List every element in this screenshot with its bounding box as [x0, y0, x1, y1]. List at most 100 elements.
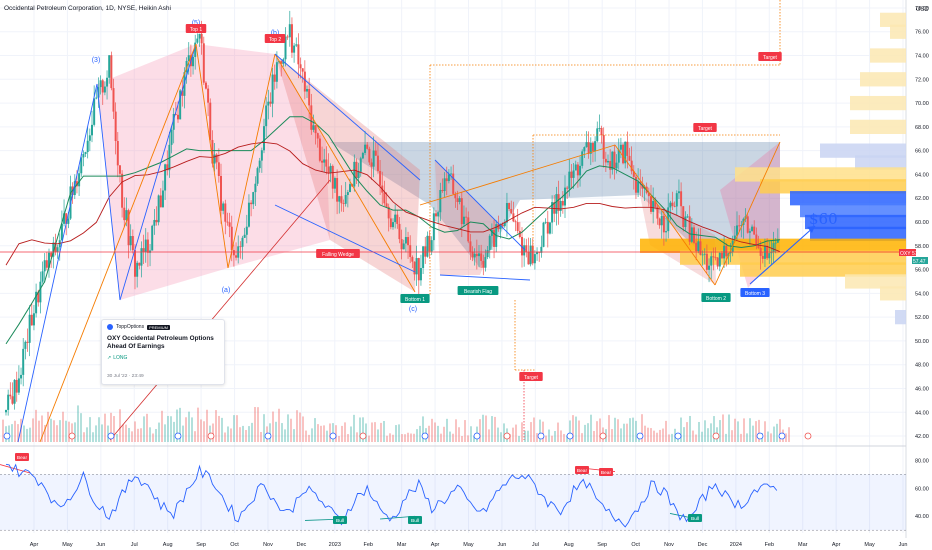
- candle-body: [568, 171, 571, 189]
- idea-date: 30 Jul '22 · 23:49: [107, 374, 144, 379]
- candle-body: [662, 216, 665, 233]
- time-tick-label: Oct: [631, 542, 640, 548]
- candle-body: [566, 187, 569, 189]
- volume-bar: [89, 417, 91, 442]
- candle-body: [630, 160, 633, 172]
- volume-bar: [323, 425, 325, 442]
- candle-body: [740, 224, 743, 226]
- candle-body: [587, 142, 590, 154]
- volume-bar: [608, 415, 610, 442]
- candle-body: [561, 200, 564, 206]
- idea-card[interactable]: ToppOptions PREMIUM OXY Occidental Petro…: [101, 319, 225, 385]
- candle-body: [26, 341, 29, 343]
- candle-body: [166, 164, 169, 171]
- volume-bar: [650, 428, 652, 442]
- candle-body: [761, 255, 764, 259]
- candle-body: [140, 248, 143, 266]
- time-tick-label: May: [864, 542, 875, 548]
- price-tick-label: 72.00: [915, 77, 929, 83]
- candle-body: [28, 314, 31, 343]
- ticker-price2-tag: [912, 257, 928, 264]
- candle-body: [751, 226, 754, 232]
- candle-body: [548, 222, 551, 234]
- volume-bar: [725, 433, 727, 442]
- volume-bar: [212, 423, 214, 442]
- time-tick-label: 2023: [329, 542, 341, 548]
- time-tick-label: Jun: [96, 542, 105, 548]
- candle-body: [396, 214, 399, 224]
- candle-body: [637, 181, 640, 193]
- candle-body: [757, 245, 760, 249]
- volume-bar: [575, 416, 577, 442]
- volume-bar: [188, 411, 190, 442]
- candle-body: [770, 251, 773, 254]
- price-tick-label: 58.00: [915, 244, 929, 250]
- volume-bar: [119, 409, 121, 442]
- candle-body: [564, 187, 566, 206]
- candle-body: [540, 246, 543, 253]
- candle-body: [671, 202, 674, 206]
- candle-body: [209, 102, 212, 140]
- volume-bar: [110, 412, 112, 442]
- candle-body: [413, 261, 416, 275]
- candle-body: [48, 252, 50, 268]
- candle-body: [536, 251, 539, 255]
- volume-bar: [290, 418, 292, 442]
- volume-bar: [335, 425, 337, 442]
- idea-title[interactable]: OXY Occidental Petroleum Options Ahead O…: [107, 335, 214, 350]
- candle-body: [428, 235, 431, 252]
- pattern-tag-label: Target: [524, 375, 539, 381]
- volume-bar: [359, 417, 361, 442]
- candle-body: [686, 216, 689, 218]
- time-tick-label: 2024: [730, 542, 742, 548]
- volume-bar: [125, 424, 127, 442]
- candle-body: [714, 257, 717, 259]
- volume-bar: [179, 407, 181, 442]
- volume-bar: [101, 424, 103, 442]
- candle-body: [542, 222, 545, 247]
- time-tick-label: Dec: [296, 542, 306, 548]
- pattern-tag: [693, 123, 717, 132]
- candle-body: [125, 210, 128, 221]
- candle-body: [260, 150, 263, 161]
- candle-body: [93, 98, 96, 125]
- time-tick-label: Sep: [196, 542, 206, 548]
- volume-bar: [320, 425, 322, 442]
- time-tick-label: May: [463, 542, 474, 548]
- volume-bar: [647, 427, 649, 442]
- volume-bar: [503, 423, 505, 442]
- candle-body: [310, 105, 313, 130]
- volume-bar: [515, 424, 517, 442]
- candle-body: [267, 101, 270, 106]
- candle-body: [720, 252, 723, 259]
- candle-body: [54, 242, 57, 252]
- idea-author[interactable]: ToppOptions: [116, 324, 145, 330]
- volume-bar: [524, 430, 526, 442]
- candle-body: [604, 158, 607, 163]
- volume-profile-row: [880, 286, 906, 301]
- volume-bar: [149, 427, 151, 442]
- candle-body: [181, 90, 184, 96]
- candle-body: [321, 160, 324, 163]
- candle-body: [357, 171, 360, 179]
- candle-body: [161, 190, 164, 208]
- pattern-tag: [740, 288, 770, 297]
- candle-body: [665, 231, 668, 233]
- volume-bar: [332, 423, 334, 442]
- pattern-tag-label: Target: [698, 126, 713, 132]
- candle-body: [650, 196, 652, 212]
- candle-body: [241, 237, 244, 247]
- volume-bar: [578, 420, 580, 442]
- candle-body: [746, 216, 749, 233]
- volume-bar: [452, 433, 454, 442]
- candle-body: [699, 241, 702, 255]
- candle-body: [484, 257, 487, 268]
- volume-bar: [140, 428, 142, 442]
- candle-body: [529, 245, 532, 265]
- candle-body: [609, 160, 612, 170]
- candle-body: [682, 206, 685, 228]
- candle-body: [179, 90, 182, 120]
- volume-bar: [47, 411, 49, 442]
- candle-body: [131, 236, 134, 251]
